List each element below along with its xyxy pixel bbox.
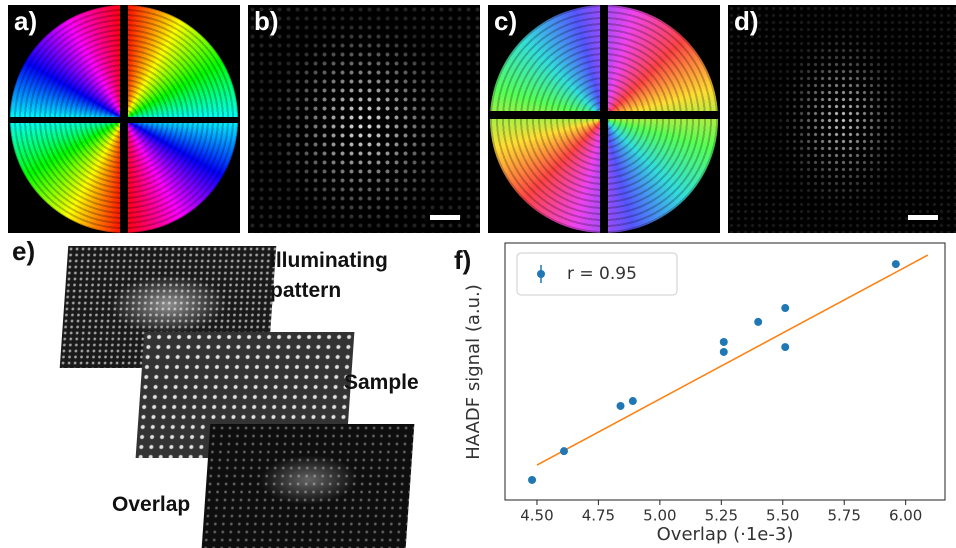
data-point (754, 318, 762, 326)
x-tick-label: 5.00 (643, 507, 676, 525)
data-point (781, 343, 789, 351)
data-point (781, 304, 789, 312)
data-point (560, 447, 568, 455)
data-point (629, 397, 637, 405)
legend-label: r = 0.95 (567, 264, 637, 284)
data-point (528, 476, 536, 484)
figure: a) b) c) d) e) Illuminating pattern Samp… (0, 0, 956, 548)
data-point (617, 402, 625, 410)
legend-marker (537, 270, 545, 278)
data-point (720, 338, 728, 346)
x-tick-label: 5.75 (828, 507, 861, 525)
data-point (892, 260, 900, 268)
panel-label: f) (454, 245, 471, 275)
chart: f) Overlap (·1e-3) HAADF signal (a.u.) 4… (0, 0, 956, 548)
x-tick-label: 4.50 (520, 507, 553, 525)
x-tick-label: 4.75 (582, 507, 615, 525)
x-axis-label: Overlap (·1e-3) (657, 524, 794, 545)
y-axis-label: HAADF signal (a.u.) (463, 284, 484, 460)
x-tick-label: 5.50 (766, 507, 799, 525)
x-tick-label: 5.25 (705, 507, 738, 525)
x-tick-label: 6.00 (889, 507, 922, 525)
data-point (720, 348, 728, 356)
